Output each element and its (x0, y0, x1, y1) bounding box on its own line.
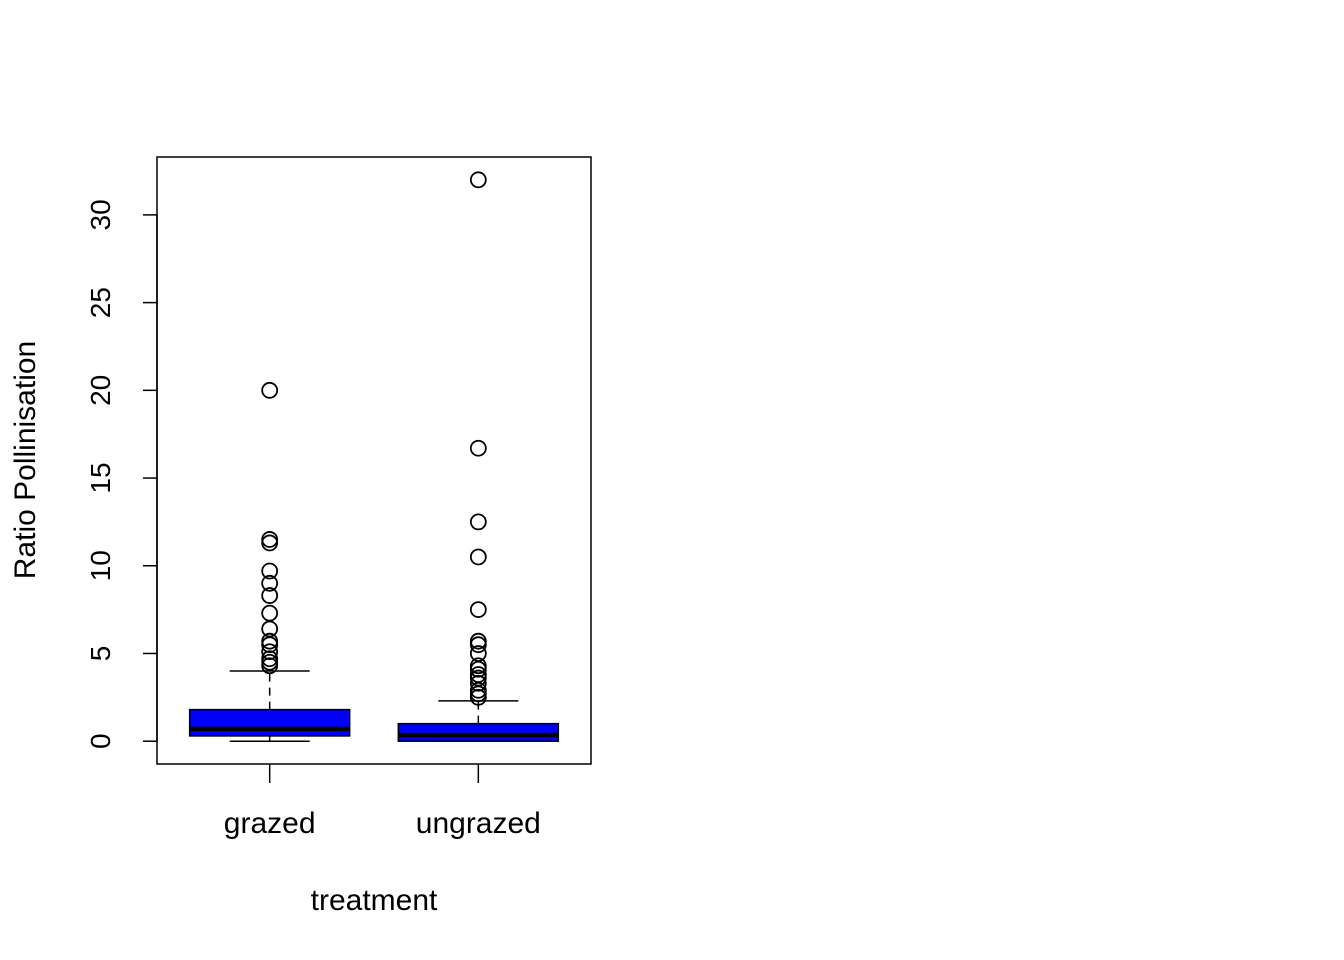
iqr-box (188, 708, 351, 737)
plot-frame (156, 156, 592, 765)
y-axis: 0 5 10 15 20 25 30 (85, 199, 158, 749)
chart-marks (188, 171, 560, 742)
y-tick-label: 10 (85, 550, 116, 581)
outlier-point (469, 548, 487, 566)
outlier-point (261, 562, 279, 580)
outlier-point (469, 657, 487, 675)
outlier-point (261, 534, 279, 552)
outlier-point (469, 645, 487, 662)
x-tick-label: ungrazed (416, 807, 541, 840)
x-axis: grazed ungrazed (224, 764, 541, 840)
outlier-point (261, 643, 279, 661)
x-axis-label: treatment (311, 884, 438, 917)
outlier-point (261, 632, 279, 650)
outlier-point (261, 604, 279, 622)
y-tick-label: 25 (85, 287, 116, 318)
outlier-point (261, 531, 279, 548)
y-tick-label: 0 (85, 733, 116, 749)
outlier-point (469, 439, 487, 457)
y-tick-label: 15 (85, 462, 116, 493)
x-tick-label: grazed (224, 807, 316, 840)
outlier-point (261, 381, 279, 399)
outlier-point (469, 636, 487, 654)
iqr-box (397, 722, 560, 742)
box-ungrazed (397, 171, 560, 742)
outlier-point (469, 171, 487, 189)
outlier-point (469, 674, 487, 692)
outlier-point (469, 632, 487, 650)
box-grazed (188, 381, 351, 742)
outlier-point (261, 574, 279, 592)
y-tick-label: 30 (85, 199, 116, 230)
outlier-point (261, 587, 279, 604)
y-tick-label: 20 (85, 375, 116, 406)
outlier-point (469, 666, 487, 683)
outlier-point (469, 513, 487, 531)
outlier-point (469, 601, 487, 619)
y-axis-label: Ratio Pollinisation (9, 341, 42, 579)
y-tick-label: 5 (85, 646, 116, 662)
outlier-point (261, 650, 279, 668)
